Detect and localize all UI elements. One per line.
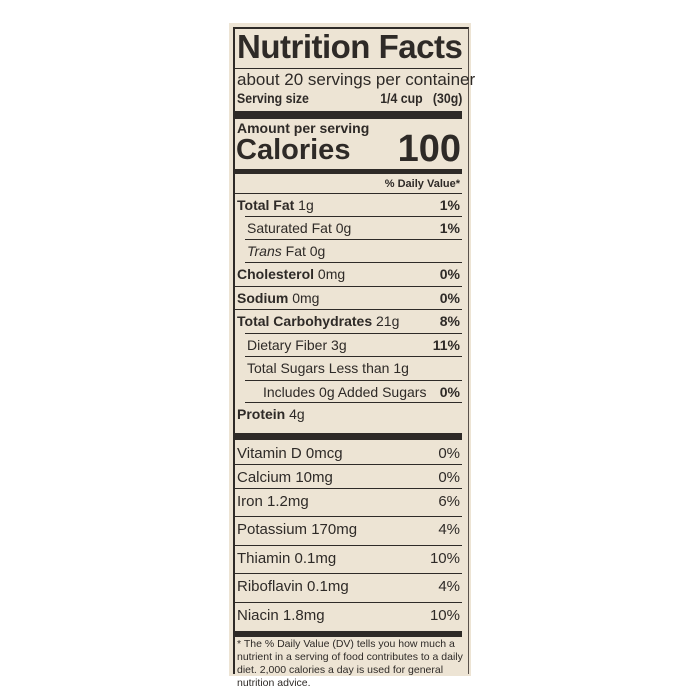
vitamin-row: Potassium 170mg 4% — [235, 518, 462, 544]
nutrient-name: Trans — [247, 243, 282, 259]
nutrient-name: Total Carbohydrates — [237, 313, 373, 329]
calories-label: Calories — [236, 134, 351, 166]
serving-size-value: 1/4 cup (30g) — [379, 90, 462, 106]
serving-size-label: Serving size — [237, 90, 309, 106]
nutrient-row: Trans Fat 0g — [235, 240, 462, 262]
divider — [245, 333, 462, 334]
vitamin-name: Calcium 10mg — [237, 469, 333, 486]
nutrient-name: Sodium — [237, 290, 289, 306]
vitamin-dv: 4% — [438, 521, 460, 538]
vitamin-name: Vitamin D 0mcg — [237, 445, 343, 462]
divider — [245, 262, 462, 263]
nutrient-row: Sodium 0mg 0% — [235, 287, 462, 309]
divider — [235, 464, 462, 465]
nutrient-row: Total Fat 1g 1% — [235, 194, 462, 216]
thick-divider — [235, 111, 462, 119]
daily-value-header: % Daily Value* — [384, 178, 460, 190]
nutrient-amount: 4g — [285, 406, 305, 422]
nutrient-dv: 11% — [432, 337, 460, 353]
nutrient-name: Saturated Fat — [247, 220, 332, 236]
divider — [235, 545, 462, 546]
vitamin-dv: 0% — [438, 469, 460, 486]
nutrient-amount: Fat 0g — [281, 243, 326, 259]
divider — [235, 602, 462, 603]
nutrient-dv: 0% — [439, 384, 460, 400]
nutrient-amount: 0mg — [288, 290, 320, 306]
vitamin-row: Niacin 1.8mg 10% — [235, 604, 462, 630]
nutrient-row: Protein 4g — [235, 403, 462, 425]
vitamin-row: Vitamin D 0mcg 0% — [235, 442, 462, 468]
vitamin-dv: 10% — [429, 607, 460, 624]
divider — [245, 402, 462, 403]
calories-value: 100 — [397, 128, 461, 170]
nutrient-dv: 1% — [439, 197, 460, 213]
nutrient-amount: 0mg — [314, 266, 346, 282]
vitamin-name: Iron 1.2mg — [237, 493, 309, 510]
vitamin-row: Thiamin 0.1mg 10% — [235, 547, 462, 573]
divider — [235, 573, 462, 574]
vitamin-name: Potassium 170mg — [237, 521, 358, 538]
divider — [245, 239, 462, 240]
nutrient-name: Total Fat — [237, 197, 295, 213]
nutrient-name: Includes 0g Added Sugars — [263, 384, 427, 400]
divider — [245, 380, 462, 381]
nutrient-row: Dietary Fiber 3g 11% — [235, 334, 462, 356]
servings-per-container: about 20 servings per container — [237, 70, 476, 89]
nutrient-row: Total Carbohydrates 21g 8% — [235, 310, 462, 332]
vitamin-dv: 6% — [438, 493, 460, 510]
vitamin-row: Iron 1.2mg 6% — [235, 490, 462, 516]
thick-divider — [235, 631, 462, 637]
nutrient-amount: 1g — [294, 197, 314, 213]
divider — [235, 286, 462, 287]
thick-divider — [235, 433, 462, 440]
nutrient-name: Dietary Fiber — [247, 337, 328, 353]
nutrient-row: Total Sugars Less than 1g — [235, 357, 462, 379]
divider — [245, 216, 462, 217]
vitamin-row: Calcium 10mg 0% — [235, 466, 462, 492]
nutrient-row: Cholesterol 0mg 0% — [235, 263, 462, 285]
nutrient-amount: 21g — [372, 313, 400, 329]
nutrient-name: Total Sugars — [247, 360, 325, 376]
nutrient-amount: 0g — [331, 220, 352, 236]
nutrition-label — [233, 27, 469, 674]
vitamin-name: Riboflavin 0.1mg — [237, 578, 349, 595]
product-panel — [229, 23, 471, 676]
vitamin-name: Thiamin 0.1mg — [237, 550, 337, 567]
amount-per-serving: Amount per serving — [237, 120, 370, 136]
divider — [235, 68, 462, 69]
vitamin-dv: 10% — [429, 550, 460, 567]
nutrient-dv: 0% — [439, 290, 460, 306]
divider — [245, 356, 462, 357]
footnote: * The % Daily Value (DV) tells you how m… — [237, 638, 463, 689]
nutrient-dv: 1% — [439, 220, 460, 236]
divider — [235, 488, 462, 489]
vitamin-dv: 0% — [438, 445, 460, 462]
divider — [235, 193, 462, 194]
nutrient-dv: 0% — [439, 266, 460, 282]
divider — [235, 516, 462, 517]
nutrient-row: Saturated Fat 0g 1% — [235, 217, 462, 239]
nutrient-amount: Less than 1g — [324, 360, 409, 376]
divider — [235, 309, 462, 310]
nutrient-amount: 3g — [327, 337, 347, 353]
nutrient-name: Protein — [237, 406, 286, 422]
vitamin-dv: 4% — [438, 578, 460, 595]
nutrient-row: Includes 0g Added Sugars 0% — [235, 381, 462, 403]
thick-divider — [235, 169, 462, 174]
label-title: Nutrition Facts — [237, 28, 463, 65]
nutrient-name: Cholesterol — [237, 266, 315, 282]
vitamin-name: Niacin 1.8mg — [237, 607, 325, 624]
nutrient-dv: 8% — [439, 313, 460, 329]
vitamin-row: Riboflavin 0.1mg 4% — [235, 575, 462, 601]
